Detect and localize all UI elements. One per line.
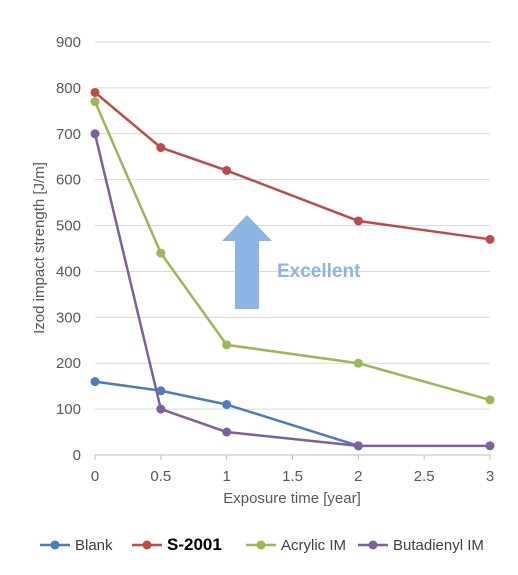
- data-point: [90, 97, 100, 107]
- x-tick-label: 3: [486, 468, 494, 485]
- legend-label: Blank: [75, 537, 113, 554]
- x-tick-label: 1: [222, 468, 230, 485]
- legend-swatch-marker: [142, 540, 152, 550]
- series-s-2001: [90, 87, 495, 244]
- up-arrow-icon: [222, 215, 272, 309]
- data-point: [353, 216, 363, 226]
- legend-label: Butadienyl IM: [393, 537, 484, 554]
- data-point: [485, 441, 495, 451]
- data-point: [222, 400, 232, 410]
- x-tick-label: 0: [91, 468, 99, 485]
- data-point: [156, 404, 166, 414]
- data-point: [156, 143, 166, 153]
- data-point: [353, 358, 363, 368]
- legend-swatch-marker: [50, 540, 60, 550]
- y-tick-label: 300: [56, 309, 81, 326]
- x-axis: 0 0.5 1 1.5 2 2.5 3: [91, 454, 494, 485]
- legend-item: S-2001: [132, 535, 222, 554]
- data-point: [222, 340, 232, 350]
- y-tick-label: 600: [56, 172, 81, 189]
- data-point: [90, 87, 100, 97]
- series-layer: [90, 87, 495, 451]
- data-point: [90, 129, 100, 139]
- data-point: [222, 165, 232, 175]
- y-tick-label: 500: [56, 218, 81, 235]
- gridlines: [95, 41, 490, 456]
- legend-swatch-marker: [256, 540, 266, 550]
- data-point: [222, 427, 232, 437]
- y-axis: 0 100 200 300 400 500 600 700 800 900: [56, 34, 81, 464]
- series-butadienyl-im: [90, 129, 495, 451]
- annotation-text: Excellent: [277, 261, 361, 282]
- legend: Blank S-2001 Acrylic IM Butadienyl IM: [40, 535, 484, 554]
- series-line: [93, 101, 491, 402]
- data-point: [353, 441, 363, 451]
- y-tick-label: 700: [56, 126, 81, 143]
- x-tick-label: 2: [354, 468, 362, 485]
- x-tick-label: 1.5: [282, 468, 303, 485]
- x-tick-label: 2.5: [414, 468, 435, 485]
- series-line: [93, 133, 490, 448]
- series-line: [94, 91, 491, 241]
- legend-swatch-marker: [368, 540, 378, 550]
- y-axis-label: Izod impact strength [J/m]: [31, 162, 48, 334]
- legend-item: Acrylic IM: [246, 537, 346, 554]
- y-tick-label: 800: [56, 80, 81, 97]
- legend-item: Butadienyl IM: [358, 537, 484, 554]
- series-acrylic-im: [90, 97, 495, 405]
- x-axis-label: Exposure time [year]: [223, 490, 361, 507]
- data-point: [485, 395, 495, 405]
- legend-label: Acrylic IM: [281, 537, 346, 554]
- y-tick-label: 200: [56, 355, 81, 372]
- legend-item: Blank: [40, 537, 113, 554]
- x-tick-label: 0.5: [150, 468, 171, 485]
- y-tick-label: 0: [73, 447, 81, 464]
- data-point: [485, 234, 495, 244]
- annotation-group: Excellent: [222, 215, 361, 309]
- y-tick-label: 400: [56, 263, 81, 280]
- legend-label: S-2001: [167, 535, 222, 554]
- data-point: [156, 248, 166, 258]
- data-point: [156, 386, 166, 396]
- y-tick-label: 900: [56, 34, 81, 51]
- series-blank: [90, 377, 363, 451]
- data-point: [90, 377, 100, 387]
- y-tick-label: 100: [56, 401, 81, 418]
- series-line: [94, 380, 359, 448]
